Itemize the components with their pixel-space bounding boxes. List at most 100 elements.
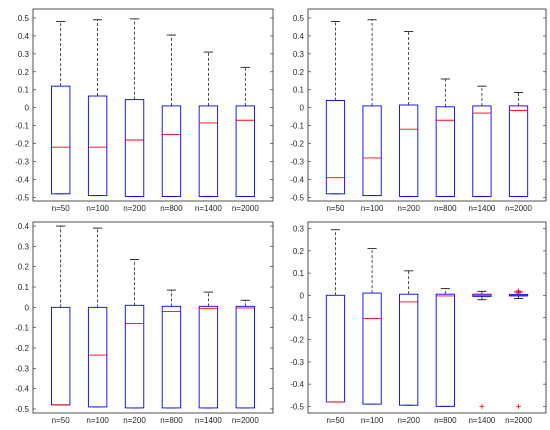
box-n=200 bbox=[399, 31, 419, 197]
y-tick-label: 0.1 bbox=[293, 269, 305, 278]
x-tick-label: n=100 bbox=[86, 416, 109, 425]
box-n=2000 bbox=[508, 92, 529, 197]
box-iqr bbox=[325, 100, 346, 195]
box-iqr bbox=[472, 105, 492, 197]
y-tick-label: 0 bbox=[300, 291, 305, 300]
y-tick-label: -0.2 bbox=[290, 336, 304, 345]
box-n=200 bbox=[124, 259, 145, 409]
y-tick-label: -0.3 bbox=[290, 358, 304, 367]
y-tick-label: -0.5 bbox=[15, 405, 29, 414]
y-tick-label: 0.1 bbox=[18, 283, 30, 292]
chart-panel-1: -0.5 -0.4 -0.3 -0.2 -0.1 0 0.1 0.2 0.3 0.4 0.5 n=50… bbox=[15, 8, 274, 213]
box-n=1400 bbox=[472, 290, 492, 409]
y-tick-label: 0.5 bbox=[18, 14, 30, 23]
x-tick-label: n=800 bbox=[160, 204, 183, 213]
box-n=1400 bbox=[472, 85, 492, 197]
box-n=50 bbox=[325, 229, 346, 403]
x-tick-label: n=200 bbox=[397, 204, 420, 213]
box-n=1400 bbox=[198, 291, 219, 409]
axes-frame bbox=[32, 8, 274, 202]
x-tick-label: n=2000 bbox=[232, 416, 259, 425]
y-tick-label: -0.4 bbox=[290, 175, 304, 184]
y-tick-label: 0.1 bbox=[18, 86, 30, 95]
y-tick-label: 0.4 bbox=[18, 222, 30, 231]
box-n=2000 bbox=[235, 299, 255, 409]
box-n=50 bbox=[51, 21, 71, 195]
x-tick-label: n=50 bbox=[326, 204, 345, 213]
axes-frame bbox=[32, 221, 274, 414]
y-tick-label: 0.2 bbox=[18, 263, 30, 272]
box-iqr bbox=[87, 95, 108, 197]
box-iqr bbox=[124, 304, 145, 409]
box-n=100 bbox=[362, 19, 382, 197]
y-tick-label: 0.4 bbox=[293, 32, 305, 41]
box-iqr bbox=[362, 292, 382, 405]
x-tick-label: n=100 bbox=[361, 416, 384, 425]
box-n=100 bbox=[87, 227, 108, 408]
box-iqr bbox=[435, 106, 455, 197]
x-tick-label: n=200 bbox=[397, 416, 420, 425]
x-tick-label: n=1400 bbox=[195, 204, 222, 213]
chart-panel-2: -0.5 -0.4 -0.3 -0.2 -0.1 0 0.1 0.2 0.3 0.4 0.5 n=50… bbox=[290, 8, 547, 213]
outlier-marker bbox=[479, 403, 485, 409]
x-tick-label: n=800 bbox=[160, 416, 183, 425]
box-iqr bbox=[51, 306, 71, 406]
y-tick-label: 0.2 bbox=[293, 247, 305, 256]
y-tick-label: -0.1 bbox=[15, 324, 29, 333]
y-tick-label: -0.3 bbox=[15, 158, 29, 167]
box-iqr bbox=[161, 305, 182, 409]
box-n=1400 bbox=[198, 51, 219, 197]
box-n=800 bbox=[435, 288, 455, 407]
x-tick-label: n=200 bbox=[123, 204, 146, 213]
box-n=2000 bbox=[508, 288, 529, 409]
y-tick-label: -0.4 bbox=[290, 380, 304, 389]
x-tick-label: n=800 bbox=[434, 204, 457, 213]
box-n=800 bbox=[161, 289, 182, 409]
x-tick-label: n=50 bbox=[52, 204, 71, 213]
x-tick-label: n=2000 bbox=[505, 204, 532, 213]
axes-frame bbox=[307, 221, 547, 414]
y-tick-label: -0.1 bbox=[15, 122, 29, 131]
y-tick-label: -0.1 bbox=[290, 122, 304, 131]
y-tick-label: 0.4 bbox=[18, 32, 30, 41]
x-tick-label: n=1400 bbox=[468, 204, 495, 213]
box-iqr bbox=[399, 104, 419, 197]
y-tick-label: -0.4 bbox=[15, 175, 29, 184]
y-tick-label: 0 bbox=[300, 104, 305, 113]
box-iqr bbox=[362, 105, 382, 197]
y-tick-label: -0.5 bbox=[290, 193, 304, 202]
x-tick-label: n=200 bbox=[123, 416, 146, 425]
box-n=800 bbox=[161, 34, 182, 197]
box-n=100 bbox=[362, 248, 382, 405]
box-n=200 bbox=[399, 270, 419, 406]
y-tick-label: 0 bbox=[25, 104, 30, 113]
axes-frame bbox=[307, 8, 547, 202]
outlier-marker bbox=[516, 403, 522, 409]
y-tick-label: 0.3 bbox=[293, 225, 305, 234]
box-iqr bbox=[399, 293, 419, 406]
x-tick-label: n=1400 bbox=[195, 416, 222, 425]
y-tick-label: -0.4 bbox=[15, 385, 29, 394]
x-tick-label: n=2000 bbox=[232, 204, 259, 213]
chart-panel-4: -0.5 -0.4 -0.3 -0.2 -0.1 0 0.1 0.2 0.3 n=50 n=100 n… bbox=[290, 221, 547, 425]
box-n=100 bbox=[87, 19, 108, 197]
y-tick-label: -0.3 bbox=[15, 364, 29, 373]
box-iqr bbox=[51, 85, 71, 195]
y-tick-label: 0.3 bbox=[18, 50, 30, 59]
y-tick-label: 0.2 bbox=[293, 68, 305, 77]
x-tick-label: n=1400 bbox=[468, 416, 495, 425]
x-tick-label: n=2000 bbox=[505, 416, 532, 425]
y-tick-label: -0.2 bbox=[15, 344, 29, 353]
box-iqr bbox=[198, 105, 219, 197]
y-tick-label: -0.2 bbox=[290, 140, 304, 149]
y-tick-label: -0.5 bbox=[15, 193, 29, 202]
y-tick-label: 0.3 bbox=[293, 50, 305, 59]
box-iqr bbox=[235, 105, 255, 197]
box-n=800 bbox=[435, 78, 455, 197]
x-tick-label: n=50 bbox=[52, 416, 71, 425]
y-tick-label: -0.2 bbox=[15, 140, 29, 149]
x-tick-label: n=50 bbox=[326, 416, 345, 425]
outlier-marker bbox=[516, 290, 522, 296]
y-tick-label: -0.3 bbox=[290, 158, 304, 167]
